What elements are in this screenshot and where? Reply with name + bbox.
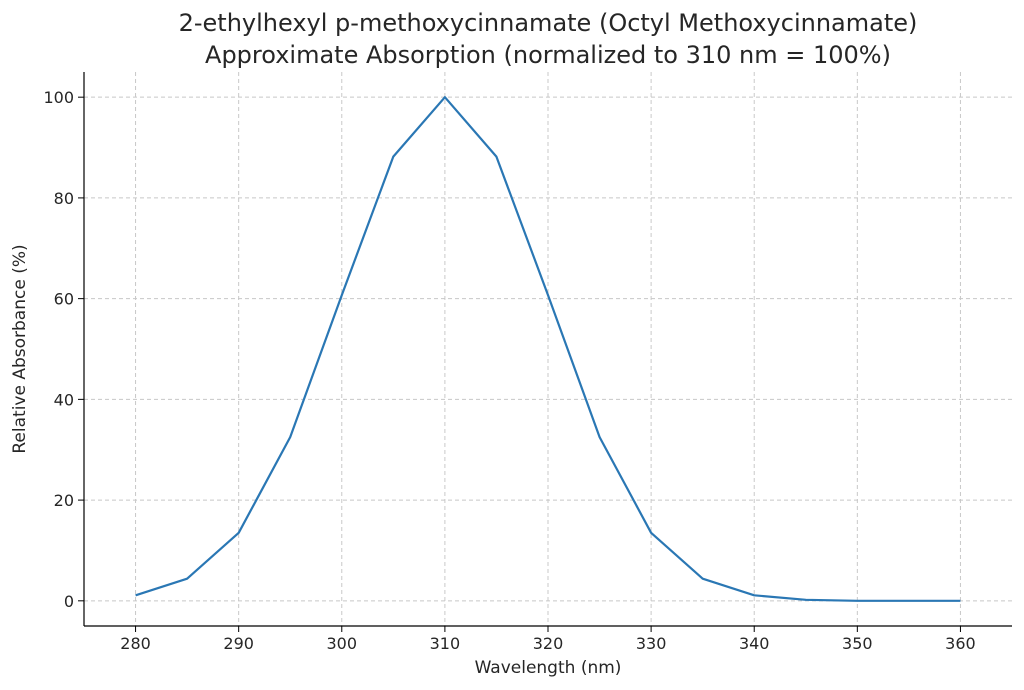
grid [84,72,1012,626]
y-tick-label: 0 [64,592,74,611]
y-tick-label: 100 [43,88,74,107]
x-tick-label: 290 [223,634,254,653]
y-tick-label: 40 [54,390,74,409]
y-tick-label: 20 [54,491,74,510]
x-tick-label: 320 [533,634,564,653]
x-tick-label: 280 [120,634,151,653]
x-tick-label: 340 [739,634,770,653]
chart-title-line-1: 2-ethylhexyl p-methoxycinnamate (Octyl M… [179,9,918,37]
y-tick-label: 80 [54,189,74,208]
chart-title-line-2: Approximate Absorption (normalized to 31… [205,41,891,69]
y-axis-label: Relative Absorbance (%) [10,244,30,453]
y-tick-label: 60 [54,290,74,309]
x-tick-label: 310 [430,634,461,653]
x-tick-label: 330 [636,634,667,653]
ticks: 280 290 300 310 320 330 340 350 360 0 20 40 60 80 100 [43,88,975,653]
series-layer [135,96,961,602]
x-axis-label: Wavelength (nm) [475,658,622,678]
x-tick-label: 300 [327,634,358,653]
x-tick-label: 360 [945,634,976,653]
x-tick-label: 350 [842,634,873,653]
absorption-series-line [135,96,961,602]
